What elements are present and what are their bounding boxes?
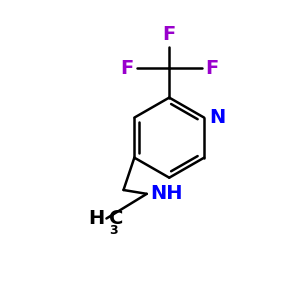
Text: N: N bbox=[209, 108, 225, 127]
Text: F: F bbox=[120, 59, 134, 78]
Text: 3: 3 bbox=[109, 224, 117, 237]
Text: C: C bbox=[109, 209, 123, 228]
Text: F: F bbox=[163, 25, 176, 44]
Text: F: F bbox=[205, 59, 218, 78]
Text: NH: NH bbox=[151, 184, 183, 203]
Text: H: H bbox=[88, 209, 105, 228]
